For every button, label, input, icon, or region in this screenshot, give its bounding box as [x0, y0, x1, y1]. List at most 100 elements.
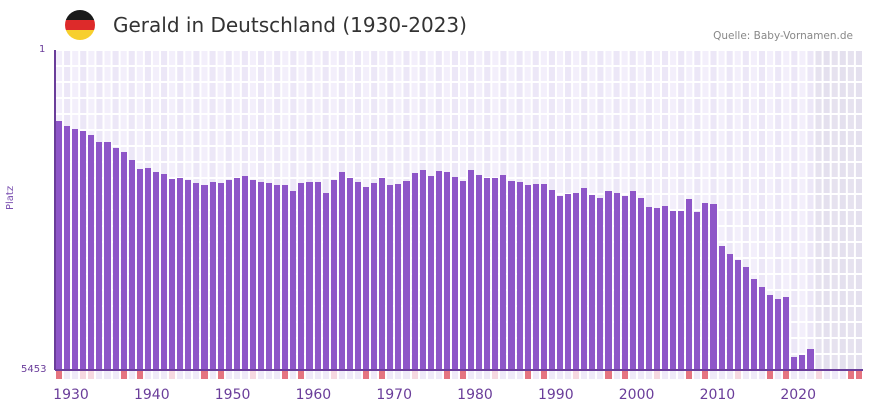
bar-1953[interactable] — [241, 175, 248, 370]
bar-1966[interactable] — [346, 177, 353, 370]
bar-2012[interactable] — [718, 245, 725, 370]
bar-1991[interactable] — [548, 189, 555, 370]
bar-2005[interactable] — [662, 205, 669, 370]
bar-2011[interactable] — [710, 203, 717, 370]
bar-1998[interactable] — [605, 190, 612, 370]
bar-1942[interactable] — [152, 171, 160, 370]
year-tick-1992 — [556, 371, 564, 379]
bar-1988[interactable] — [524, 184, 531, 370]
bar-1992[interactable] — [556, 195, 564, 370]
bar-1972[interactable] — [395, 183, 402, 370]
bar-1947[interactable] — [193, 182, 200, 370]
bar-1980[interactable] — [460, 180, 467, 370]
bar-1960[interactable] — [298, 182, 305, 370]
bar-1994[interactable] — [573, 192, 580, 370]
year-tick-1932 — [72, 371, 79, 379]
bar-1939[interactable] — [128, 159, 135, 370]
bar-1943[interactable] — [161, 173, 168, 370]
bar-2008[interactable] — [686, 198, 693, 370]
bar-1938[interactable] — [120, 151, 127, 370]
bar-1957[interactable] — [274, 184, 281, 370]
bar-1931[interactable] — [64, 126, 71, 370]
bar-1935[interactable] — [96, 141, 103, 370]
bar-2001[interactable] — [629, 190, 636, 370]
bar-1941[interactable] — [144, 167, 151, 370]
bar-2000[interactable] — [621, 195, 628, 370]
bar-1990[interactable] — [540, 183, 547, 370]
bar-1984[interactable] — [492, 177, 499, 370]
bar-2015[interactable] — [742, 266, 749, 370]
bar-1997[interactable] — [597, 197, 604, 370]
bar-1961[interactable] — [306, 181, 313, 370]
bar-1962[interactable] — [314, 181, 321, 370]
bar-1945[interactable] — [177, 177, 184, 370]
bar-1971[interactable] — [387, 184, 394, 370]
bar-1969[interactable] — [371, 182, 378, 370]
bar-1937[interactable] — [112, 147, 119, 370]
bar-2023[interactable] — [807, 348, 814, 370]
bar-2004[interactable] — [653, 207, 660, 370]
year-tick-1997 — [597, 371, 604, 379]
bar-1954[interactable] — [249, 179, 256, 370]
bar-1967[interactable] — [354, 181, 362, 370]
bar-1958[interactable] — [282, 184, 289, 370]
bar-series — [55, 50, 863, 370]
bar-1932[interactable] — [72, 128, 79, 370]
bar-1974[interactable] — [411, 172, 418, 370]
bar-1933[interactable] — [80, 130, 87, 370]
bar-1951[interactable] — [225, 179, 232, 370]
bar-1978[interactable] — [443, 171, 450, 370]
bar-1995[interactable] — [581, 187, 588, 370]
bar-1949[interactable] — [209, 181, 216, 370]
bar-1930[interactable] — [56, 120, 63, 370]
bar-1993[interactable] — [565, 193, 572, 370]
bar-1952[interactable] — [233, 177, 240, 370]
bar-1983[interactable] — [484, 177, 491, 370]
year-tick-1968 — [363, 371, 370, 379]
bar-1999[interactable] — [613, 192, 620, 370]
bar-1950[interactable] — [217, 182, 224, 370]
bar-2007[interactable] — [678, 210, 685, 370]
bar-2022[interactable] — [799, 354, 806, 370]
bar-1955[interactable] — [258, 181, 265, 370]
bar-1946[interactable] — [185, 179, 192, 370]
bar-2002[interactable] — [637, 197, 644, 370]
bar-1977[interactable] — [435, 170, 442, 370]
bar-1975[interactable] — [419, 169, 426, 370]
source-credit: Quelle: Baby-Vornamen.de — [713, 30, 853, 42]
bar-1956[interactable] — [266, 182, 273, 370]
bar-2021[interactable] — [791, 356, 798, 370]
bar-2009[interactable] — [694, 211, 701, 370]
bar-1979[interactable] — [451, 176, 458, 370]
bar-2010[interactable] — [702, 202, 709, 370]
bar-1936[interactable] — [104, 141, 111, 370]
bar-1963[interactable] — [322, 192, 329, 370]
bar-2014[interactable] — [734, 259, 741, 370]
bar-2017[interactable] — [758, 286, 766, 370]
bar-2013[interactable] — [726, 253, 733, 370]
bar-2019[interactable] — [775, 298, 782, 370]
bar-1985[interactable] — [500, 174, 507, 370]
bar-1986[interactable] — [508, 180, 515, 370]
bar-1959[interactable] — [290, 190, 297, 370]
bar-1973[interactable] — [403, 180, 410, 370]
bar-1964[interactable] — [330, 179, 337, 370]
bar-2020[interactable] — [783, 296, 790, 370]
bar-1934[interactable] — [88, 134, 95, 370]
bar-1976[interactable] — [427, 175, 434, 370]
bar-1965[interactable] — [338, 171, 345, 370]
bar-2016[interactable] — [750, 278, 757, 370]
bar-1948[interactable] — [201, 184, 208, 370]
bar-2006[interactable] — [670, 210, 677, 370]
bar-1944[interactable] — [169, 178, 176, 370]
bar-2003[interactable] — [645, 206, 652, 370]
bar-1989[interactable] — [532, 183, 539, 370]
bar-1940[interactable] — [136, 168, 143, 370]
bar-1968[interactable] — [363, 186, 370, 370]
bar-1982[interactable] — [476, 174, 483, 370]
bar-1996[interactable] — [589, 194, 596, 370]
bar-1981[interactable] — [468, 169, 475, 370]
bar-2018[interactable] — [767, 294, 774, 370]
bar-1970[interactable] — [379, 177, 386, 370]
bar-1987[interactable] — [516, 181, 523, 370]
